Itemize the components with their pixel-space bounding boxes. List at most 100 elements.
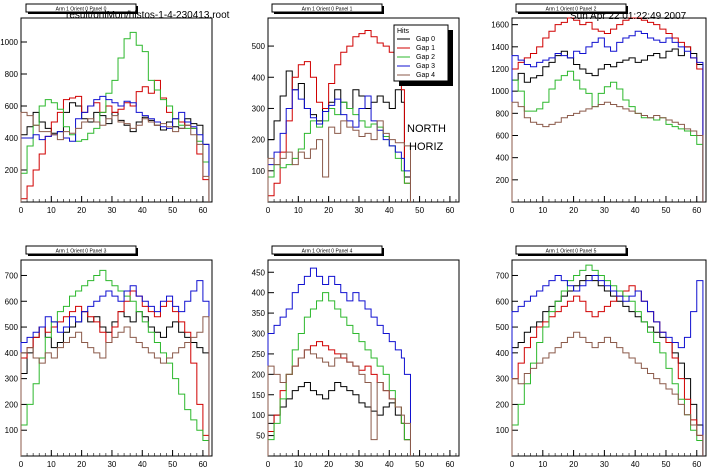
x-tick-label: 40: [385, 206, 394, 215]
panel-top-middle: Arm 1 Orient 0 Panel 1 0 10 20 30 40 50 60 100 20…: [252, 3, 460, 215]
x-tick-label: 0: [266, 460, 271, 469]
y-tick-label: 100: [496, 426, 510, 435]
x-tick-label: 20: [569, 460, 578, 469]
title-box: [515, 245, 627, 255]
x-tick-label: 40: [631, 206, 640, 215]
y-tick-label: 800: [496, 109, 510, 118]
y-tick-label: 1000: [491, 87, 509, 96]
panel-title: Arm 1 Orient 0 Panel 3: [56, 249, 107, 255]
y-tick-label: 600: [5, 102, 19, 111]
x-tick-label: 10: [538, 460, 547, 469]
x-tick-label: 30: [600, 206, 609, 215]
series-gap-3: [511, 274, 704, 456]
series-gap-0: [511, 46, 704, 202]
panel-top-left: Arm 1 Orient 0 Panel 0 0 10 20 30 40 50 60 200 40…: [0, 3, 213, 215]
y-tick-label: 500: [5, 323, 19, 332]
x-tick-label: 50: [168, 460, 177, 469]
legend-entry: Gap 0: [416, 36, 435, 43]
x-tick-label: 0: [510, 460, 515, 469]
annotation-horiz: HORIZ: [409, 141, 444, 153]
legend-box: [393, 24, 449, 82]
x-tick-label: 50: [415, 460, 424, 469]
y-tick-label: 50: [256, 432, 265, 441]
panel-title: Arm 1 Orient 0 Panel 1: [302, 7, 353, 13]
y-tick-label: 1200: [491, 65, 509, 74]
series-gap-4: [20, 111, 210, 202]
x-tick-label: 10: [538, 206, 547, 215]
series-gap-0: [267, 382, 411, 456]
x-tick-label: 40: [138, 460, 147, 469]
y-tick-label: 200: [252, 370, 266, 379]
y-tick-label: 1000: [0, 38, 18, 47]
series-gap-4: [267, 120, 411, 202]
x-tick-label: 20: [569, 206, 578, 215]
x-tick-label: 0: [266, 206, 271, 215]
panel-title: Arm 1 Orient 0 Panel 0: [56, 7, 107, 13]
series-gap-3: [511, 30, 704, 202]
legend-entry: Gap 2: [416, 54, 435, 61]
legend: Hits Gap 0 Gap 1 Gap 2 Gap 3 Gap 4: [393, 24, 453, 86]
y-tick-label: 250: [252, 350, 266, 359]
x-tick-label: 40: [385, 460, 394, 469]
x-tick-label: 10: [294, 206, 303, 215]
x-tick-label: 30: [354, 206, 363, 215]
date-label: Sun Apr 22 01:22:49 2007: [570, 11, 687, 22]
x-tick-label: 60: [198, 206, 207, 215]
series-gap-4: [267, 349, 411, 456]
plot-frame: [511, 17, 707, 203]
plot-frame: [267, 17, 460, 203]
y-tick-label: 500: [496, 323, 510, 332]
y-tick-label: 150: [252, 391, 266, 400]
title-box: [271, 3, 383, 13]
y-tick-label: 100: [5, 426, 19, 435]
x-tick-label: 10: [47, 206, 56, 215]
legend-entry: Gap 1: [416, 45, 435, 52]
panel-title: Arm 1 Orient 0 Panel 5: [546, 249, 597, 255]
x-tick-label: 60: [692, 460, 701, 469]
series-gap-1: [20, 290, 210, 456]
y-tick-label: 400: [5, 134, 19, 143]
series-gap-2: [20, 269, 210, 456]
x-tick-label: 0: [510, 206, 515, 215]
plot-frame: [20, 17, 213, 203]
series-gap-3: [267, 89, 411, 202]
x-tick-label: 0: [19, 460, 24, 469]
legend-title: Hits: [397, 28, 410, 35]
x-tick-label: 20: [324, 206, 333, 215]
y-tick-label: 400: [252, 289, 266, 298]
y-tick-label: 200: [5, 166, 19, 175]
title-box: [25, 3, 137, 13]
y-tick-label: 1600: [491, 21, 509, 30]
title-box: [271, 245, 383, 255]
x-tick-label: 50: [662, 460, 671, 469]
x-tick-label: 40: [631, 460, 640, 469]
y-tick-label: 200: [252, 136, 266, 145]
x-tick-label: 30: [107, 206, 116, 215]
series-gap-1: [267, 29, 411, 202]
y-tick-label: 700: [5, 271, 19, 280]
x-tick-label: 20: [324, 460, 333, 469]
legend-entry: Gap 3: [416, 63, 435, 70]
series-gap-3: [20, 280, 210, 456]
plot-frame: [267, 259, 460, 457]
panel-bottom-right: Arm 1 Orient 0 Panel 5 0 10 20 30 40 50 60 100 20…: [496, 245, 707, 469]
y-tick-label: 500: [252, 42, 266, 51]
y-tick-label: 300: [5, 375, 19, 384]
x-tick-label: 60: [445, 206, 454, 215]
x-tick-label: 20: [77, 206, 86, 215]
panel-top-right: Arm 1 Orient 0 Panel 2 0 10 20 30 40 50 60 200 40…: [491, 3, 707, 215]
panel-title: Arm 1 Orient 0 Panel 2: [546, 7, 597, 13]
y-tick-label: 700: [496, 271, 510, 280]
y-tick-label: 800: [5, 70, 19, 79]
file-label: result/onlMon/histos-1-4-230413.root: [66, 10, 230, 21]
series-gap-4: [511, 101, 704, 202]
x-tick-label: 10: [294, 460, 303, 469]
x-tick-label: 20: [77, 460, 86, 469]
series-gap-0: [20, 102, 210, 202]
series-gap-0: [20, 311, 210, 456]
x-tick-label: 60: [445, 460, 454, 469]
x-tick-label: 50: [662, 206, 671, 215]
y-tick-label: 200: [496, 176, 510, 185]
series-gap-4: [511, 331, 704, 456]
